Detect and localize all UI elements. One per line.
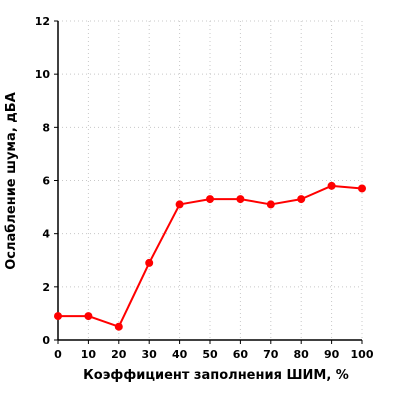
data-point <box>297 195 306 204</box>
data-point <box>236 195 245 204</box>
x-tick-label: 20 <box>111 348 127 361</box>
x-tick-label: 0 <box>54 348 62 361</box>
data-point <box>114 322 123 331</box>
y-tick-label: 8 <box>42 121 50 134</box>
tick-labels: 0 10 20 30 40 50 60 70 80 90 100 0 2 4 6 8 10 12 <box>35 15 374 361</box>
y-tick-label: 4 <box>42 228 50 241</box>
x-tick-label: 90 <box>324 348 340 361</box>
data-point <box>175 200 184 209</box>
data-point <box>145 258 154 267</box>
data-point <box>266 200 275 209</box>
y-tick-label: 0 <box>42 334 50 347</box>
data-point <box>54 312 62 321</box>
data-point <box>327 181 336 190</box>
data-point <box>206 195 214 204</box>
x-tick-label: 30 <box>142 348 158 361</box>
y-axis-title: Ослабление шума, дБА <box>4 92 19 270</box>
x-tick-label: 50 <box>202 348 218 361</box>
x-tick-label: 10 <box>81 348 97 361</box>
y-tick-label: 2 <box>42 281 50 294</box>
x-axis-title: Коэффициент заполнения ШИМ, % <box>83 368 349 383</box>
series <box>54 181 366 331</box>
x-tick-label: 100 <box>351 348 374 361</box>
data-point <box>84 312 93 321</box>
y-tick-label: 6 <box>42 175 50 188</box>
grid <box>58 20 363 340</box>
y-tick-label: 12 <box>35 15 50 28</box>
x-tick-label: 60 <box>233 348 249 361</box>
x-tick-label: 70 <box>263 348 279 361</box>
x-tick-label: 80 <box>294 348 310 361</box>
x-tick-label: 40 <box>172 348 188 361</box>
y-tick-label: 10 <box>35 68 51 81</box>
axes <box>54 20 363 344</box>
data-point <box>358 184 366 193</box>
